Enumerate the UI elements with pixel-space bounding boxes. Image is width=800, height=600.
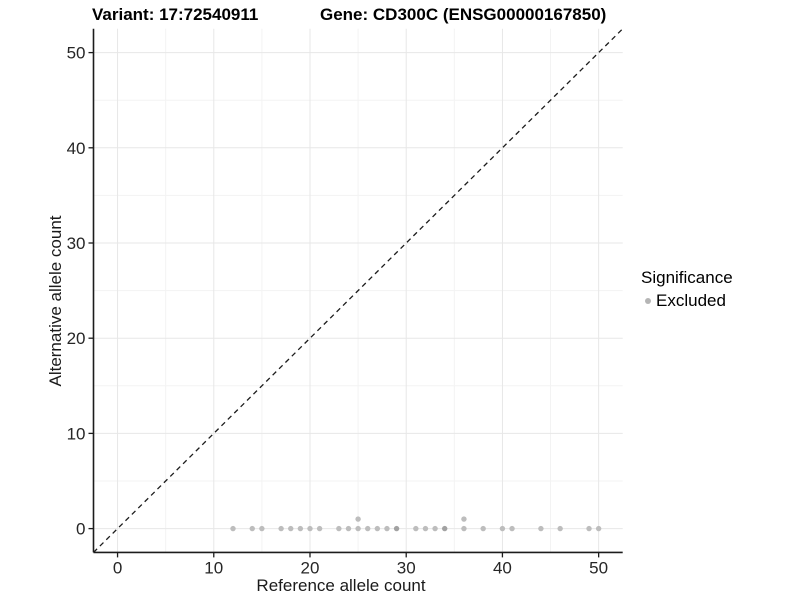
- data-point: [355, 516, 361, 522]
- x-tick-label: 20: [301, 558, 320, 577]
- data-point: [393, 525, 400, 532]
- data-point: [413, 525, 419, 532]
- data-point: [316, 525, 323, 532]
- data-point: [586, 525, 592, 532]
- legend-item-label: Excluded: [656, 291, 726, 310]
- data-point: [499, 525, 506, 532]
- data-point: [374, 525, 381, 532]
- data-point: [441, 525, 448, 532]
- data-point: [384, 525, 390, 532]
- data-point: [288, 525, 294, 532]
- data-point: [297, 525, 304, 532]
- data-point: [355, 525, 361, 532]
- x-tick-label: 50: [589, 558, 608, 577]
- legend: Significance Excluded: [641, 268, 733, 311]
- legend-title: Significance: [641, 268, 733, 287]
- y-tick-label: 10: [67, 424, 86, 443]
- plot-title-variant: Variant: 17:72540911: [92, 5, 259, 24]
- data-point: [249, 525, 255, 532]
- data-point: [480, 525, 486, 532]
- data-point: [461, 525, 467, 532]
- data-point: [422, 525, 429, 532]
- data-point: [230, 525, 236, 532]
- data-point: [307, 525, 313, 532]
- plot-title-gene: Gene: CD300C (ENSG00000167850): [320, 5, 607, 24]
- y-tick-label: 40: [67, 139, 86, 158]
- x-tick-label: 0: [113, 558, 122, 577]
- identity-dashed-line: [93, 28, 624, 553]
- data-point: [557, 525, 563, 532]
- x-tick-label: 40: [493, 558, 512, 577]
- data-point: [461, 516, 467, 522]
- data-point: [509, 525, 515, 532]
- data-point: [259, 525, 265, 532]
- data-point: [345, 525, 352, 532]
- x-tick-label: 30: [397, 558, 416, 577]
- data-point: [432, 525, 438, 532]
- y-tick-label: 20: [67, 329, 86, 348]
- y-tick-label: 30: [67, 234, 86, 253]
- data-point: [595, 525, 602, 532]
- y-tick-label: 0: [76, 520, 85, 539]
- data-point: [278, 525, 284, 532]
- legend-item-excluded: Excluded: [641, 291, 733, 311]
- data-point: [538, 525, 544, 532]
- x-tick-label: 10: [204, 558, 223, 577]
- data-point: [336, 525, 342, 532]
- y-tick-label: 50: [67, 44, 86, 63]
- legend-point-icon: [645, 298, 651, 304]
- x-axis-label: Reference allele count: [256, 576, 426, 595]
- data-point: [365, 525, 371, 532]
